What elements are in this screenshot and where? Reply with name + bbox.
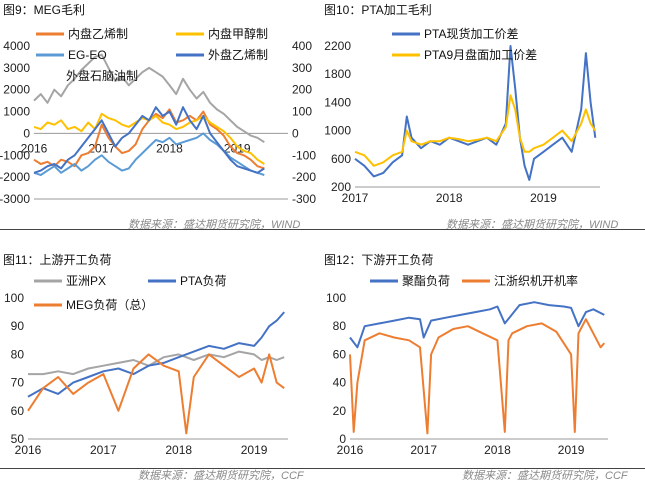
chart-meg-margin: 40003000200010000-1000-2000-300040030020…: [0, 26, 316, 206]
source-note: 数据来源：盛达期货研究院，WIND: [446, 219, 619, 231]
y-tick-label: 100: [4, 291, 24, 305]
y2-tick-label: 400: [292, 39, 312, 53]
x-tick-label: 2017: [90, 443, 117, 457]
source-note: 数据来源：盛达期货研究院，CCF: [462, 470, 628, 482]
legend-label: PTA9月盘面加工价差: [424, 47, 537, 62]
y-tick-label: 80: [333, 319, 347, 333]
y-tick-label: 1000: [324, 124, 351, 138]
y-tick-label: -3000: [0, 192, 30, 206]
legend-label: EG-EO: [68, 48, 107, 62]
legend-label: 内盘乙烯制: [68, 26, 128, 41]
x-tick-label: 2019: [241, 443, 268, 457]
series-line: [349, 301, 605, 349]
y-tick-label: 1800: [324, 67, 351, 81]
y-tick-label: 3000: [3, 61, 30, 75]
series-line: [33, 106, 265, 174]
legend-label: MEG负荷（总）: [66, 298, 153, 312]
x-tick-label: 2018: [484, 443, 511, 457]
y2-tick-label: 200: [292, 83, 312, 97]
source-note: 数据来源：盛达期货研究院，WIND: [128, 219, 301, 231]
legend-label: 江浙织机开机率: [494, 273, 578, 288]
y-tick-label: 60: [333, 347, 347, 361]
y2-tick-label: 300: [292, 61, 312, 75]
legend-label: PTA负荷: [180, 274, 226, 288]
x-tick-label: 2017: [410, 443, 437, 457]
x-tick-label: 2016: [15, 443, 42, 457]
y-tick-label: 600: [331, 152, 351, 166]
y-tick-label: -1000: [0, 148, 30, 162]
chart-title-upstream-load: 图11：上游开工负荷: [3, 253, 112, 267]
y-tick-label: 90: [11, 319, 25, 333]
y-tick-label: 2000: [3, 83, 30, 97]
y-tick-label: 50: [11, 432, 25, 446]
x-tick-label: 2019: [530, 191, 557, 205]
y-tick-label: 100: [326, 291, 346, 305]
x-tick-label: 2019: [558, 443, 585, 457]
chart-title-downstream-load: 图12：下游开工负荷: [324, 253, 434, 267]
section-divider: [0, 229, 645, 230]
y-tick-label: 4000: [3, 39, 30, 53]
y-tick-label: 2200: [324, 39, 351, 53]
source-note: 数据来源：盛达期货研究院，CCF: [138, 470, 304, 482]
series-line: [27, 311, 285, 398]
y2-tick-label: 0: [292, 126, 299, 140]
series-line: [349, 318, 606, 435]
series-line: [33, 53, 265, 144]
x-tick-label: 2018: [165, 443, 192, 457]
y2-tick-label: 100: [292, 105, 312, 119]
legend-label: 内盘甲醇制: [208, 26, 268, 41]
chart-title-meg-margin: 图9：MEG毛利: [3, 3, 86, 17]
legend-label: PTA现货加工价差: [424, 26, 518, 41]
section-divider: [0, 468, 645, 469]
series-line: [354, 45, 597, 181]
series-line: [354, 94, 597, 167]
y-tick-label: 0: [339, 432, 346, 446]
legend-label: 聚酯负荷: [402, 274, 450, 288]
y-tick-label: 20: [333, 404, 347, 418]
y-tick-label: 60: [11, 404, 25, 418]
y2-tick-label: -100: [292, 148, 316, 162]
y-tick-label: 0: [23, 126, 30, 140]
y2-tick-label: -200: [292, 170, 316, 184]
y-tick-label: 80: [11, 347, 25, 361]
legend-label: 亚洲PX: [66, 274, 106, 288]
chart-title-pta-margin: 图10：PTA加工毛利: [324, 3, 432, 17]
y-tick-label: 1400: [324, 95, 351, 109]
x-tick-label: 2018: [436, 191, 463, 205]
x-tick-label: 2016: [21, 141, 48, 155]
y2-tick-label: -300: [292, 192, 316, 206]
y-tick-label: -2000: [0, 170, 30, 184]
x-tick-label: 2016: [337, 443, 364, 457]
x-tick-label: 2017: [342, 191, 369, 205]
y-tick-label: 40: [333, 376, 347, 390]
y-tick-label: 200: [331, 180, 351, 194]
series-line: [27, 353, 285, 435]
legend-label: 外盘乙烯制: [208, 47, 268, 62]
y-tick-label: 1000: [3, 105, 30, 119]
y-tick-label: 70: [11, 376, 25, 390]
series-line: [28, 350, 285, 376]
legend-label: 外盘石脑油制: [66, 68, 138, 83]
